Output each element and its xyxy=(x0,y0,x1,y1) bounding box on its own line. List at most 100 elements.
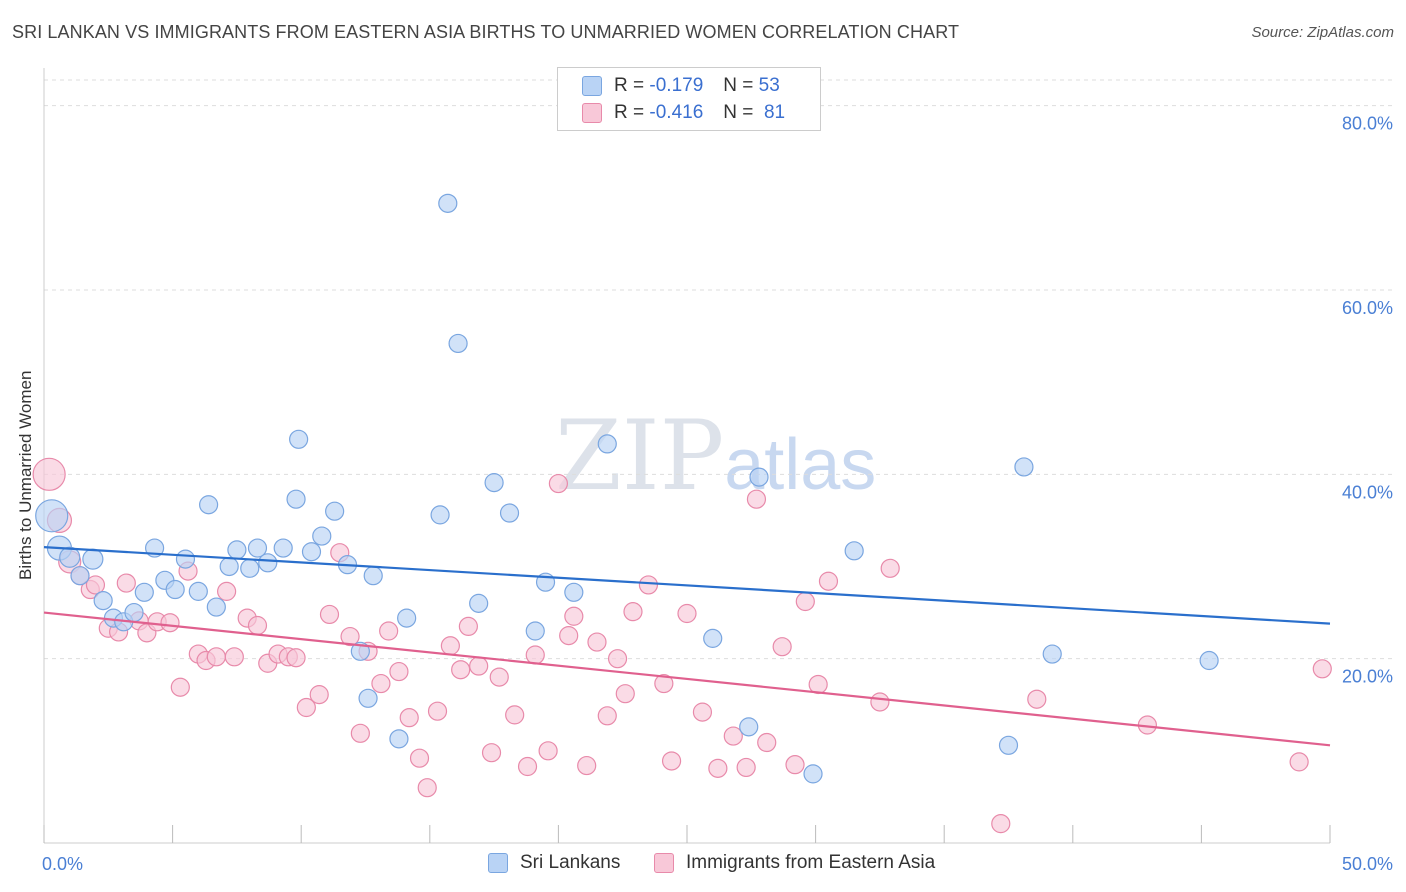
data-point-sri-lankans xyxy=(430,505,450,525)
data-point-immigrants xyxy=(1027,689,1047,709)
data-point-immigrants xyxy=(577,755,597,776)
data-point-sri-lankans xyxy=(93,590,113,611)
data-point-sri-lankans xyxy=(397,608,417,628)
data-point-immigrants xyxy=(757,732,777,753)
data-point-immigrants xyxy=(870,692,890,712)
data-point-immigrants xyxy=(785,755,805,775)
legend-n-label: N = xyxy=(723,75,754,96)
correlation-legend: R = -0.179 N = 53 R = -0.416 N = 81 xyxy=(557,67,821,131)
y-tick-label: 60.0% xyxy=(1342,298,1393,318)
legend-swatch-immigrants xyxy=(582,103,602,123)
legend-swatch-sri-lankans xyxy=(582,76,602,96)
chart-title: SRI LANKAN VS IMMIGRANTS FROM EASTERN AS… xyxy=(12,22,960,42)
x-tick-label: 0.0% xyxy=(42,854,83,874)
data-point-sri-lankans xyxy=(703,628,723,648)
data-point-immigrants xyxy=(170,677,190,697)
data-point-immigrants xyxy=(692,702,713,722)
data-point-sri-lankans xyxy=(70,566,90,586)
data-point-immigrants xyxy=(517,756,538,777)
data-point-immigrants xyxy=(309,685,329,705)
data-point-sri-lankans xyxy=(301,542,322,562)
data-point-immigrants xyxy=(417,778,437,798)
data-point-immigrants xyxy=(723,726,743,746)
data-point-sri-lankans xyxy=(59,546,81,568)
data-point-immigrants xyxy=(217,581,237,601)
data-point-sri-lankans xyxy=(499,503,520,523)
data-point-sri-lankans xyxy=(438,193,458,213)
series-legend: Sri Lankans Immigrants from Eastern Asia xyxy=(0,852,1406,878)
data-point-sri-lankans xyxy=(312,526,332,546)
data-point-immigrants xyxy=(559,626,579,646)
data-point-sri-lankans xyxy=(165,579,185,600)
series-sri-lankans-points xyxy=(35,193,1219,784)
data-point-sri-lankans xyxy=(484,473,504,493)
data-point-immigrants xyxy=(708,758,728,778)
legend-label-sri-lankans: Sri Lankans xyxy=(520,852,621,873)
trend-line-immigrants xyxy=(43,611,1331,747)
legend-r-label: R = xyxy=(614,75,645,96)
data-point-sri-lankans xyxy=(998,735,1019,755)
y-tick-label: 80.0% xyxy=(1342,114,1393,134)
data-point-immigrants xyxy=(371,673,391,694)
legend-swatch-sri-lankans xyxy=(488,853,508,873)
legend-n-value: 53 xyxy=(758,75,780,96)
x-tick-label: 50.0% xyxy=(1342,854,1393,874)
data-point-immigrants xyxy=(440,636,460,656)
data-point-immigrants xyxy=(597,706,617,726)
data-point-immigrants xyxy=(1289,752,1309,772)
data-point-sri-lankans xyxy=(1014,457,1034,477)
data-point-sri-lankans xyxy=(597,434,617,454)
data-point-sri-lankans xyxy=(289,429,309,449)
data-point-sri-lankans xyxy=(227,540,247,560)
legend-item-immigrants[interactable]: Immigrants from Eastern Asia xyxy=(654,852,935,874)
data-point-sri-lankans xyxy=(35,499,69,533)
data-point-immigrants xyxy=(399,708,419,728)
data-point-immigrants xyxy=(489,667,509,687)
data-point-sri-lankans xyxy=(325,501,345,521)
data-point-sri-lankans xyxy=(273,538,293,558)
data-point-immigrants xyxy=(350,723,370,743)
data-point-immigrants xyxy=(379,621,399,641)
data-point-sri-lankans xyxy=(844,541,864,561)
legend-swatch-immigrants xyxy=(654,853,674,873)
data-point-immigrants xyxy=(458,616,478,637)
data-point-immigrants xyxy=(409,748,430,768)
data-point-sri-lankans xyxy=(175,549,196,569)
data-point-immigrants xyxy=(746,489,767,509)
data-point-immigrants xyxy=(296,697,316,718)
data-point-sri-lankans xyxy=(363,566,383,586)
data-point-sri-lankans xyxy=(247,538,268,558)
data-point-immigrants xyxy=(1312,659,1332,679)
data-point-immigrants xyxy=(451,660,471,680)
data-point-immigrants xyxy=(319,604,340,625)
axes xyxy=(43,68,1331,844)
data-point-immigrants xyxy=(623,602,643,622)
data-point-immigrants xyxy=(206,647,226,667)
data-point-sri-lankans xyxy=(448,333,468,354)
data-point-sri-lankans xyxy=(240,558,260,578)
data-point-immigrants xyxy=(32,457,66,491)
watermark-zip: ZIP xyxy=(555,400,725,512)
data-point-immigrants xyxy=(340,626,360,647)
data-point-sri-lankans xyxy=(358,688,378,708)
data-point-sri-lankans xyxy=(1199,650,1219,671)
data-point-immigrants xyxy=(818,571,839,591)
data-point-immigrants xyxy=(607,649,628,669)
legend-item-sri-lankans[interactable]: Sri Lankans xyxy=(488,852,620,874)
data-point-immigrants xyxy=(160,613,180,633)
data-point-immigrants xyxy=(481,743,502,763)
data-point-sri-lankans xyxy=(134,582,154,602)
data-point-immigrants xyxy=(548,473,569,494)
data-point-sri-lankans xyxy=(803,764,823,784)
series-immigrants-points xyxy=(32,457,1332,834)
data-point-sri-lankans xyxy=(286,489,306,509)
data-point-sri-lankans xyxy=(206,597,226,617)
trend-lines xyxy=(43,546,1331,747)
data-point-sri-lankans xyxy=(258,553,278,573)
source-label: Source: ZipAtlas.com xyxy=(1251,24,1394,41)
data-point-immigrants xyxy=(772,637,792,657)
data-point-immigrants xyxy=(654,673,674,694)
legend-r-value: -0.179 xyxy=(649,75,704,96)
y-tick-label: 40.0% xyxy=(1342,482,1393,502)
